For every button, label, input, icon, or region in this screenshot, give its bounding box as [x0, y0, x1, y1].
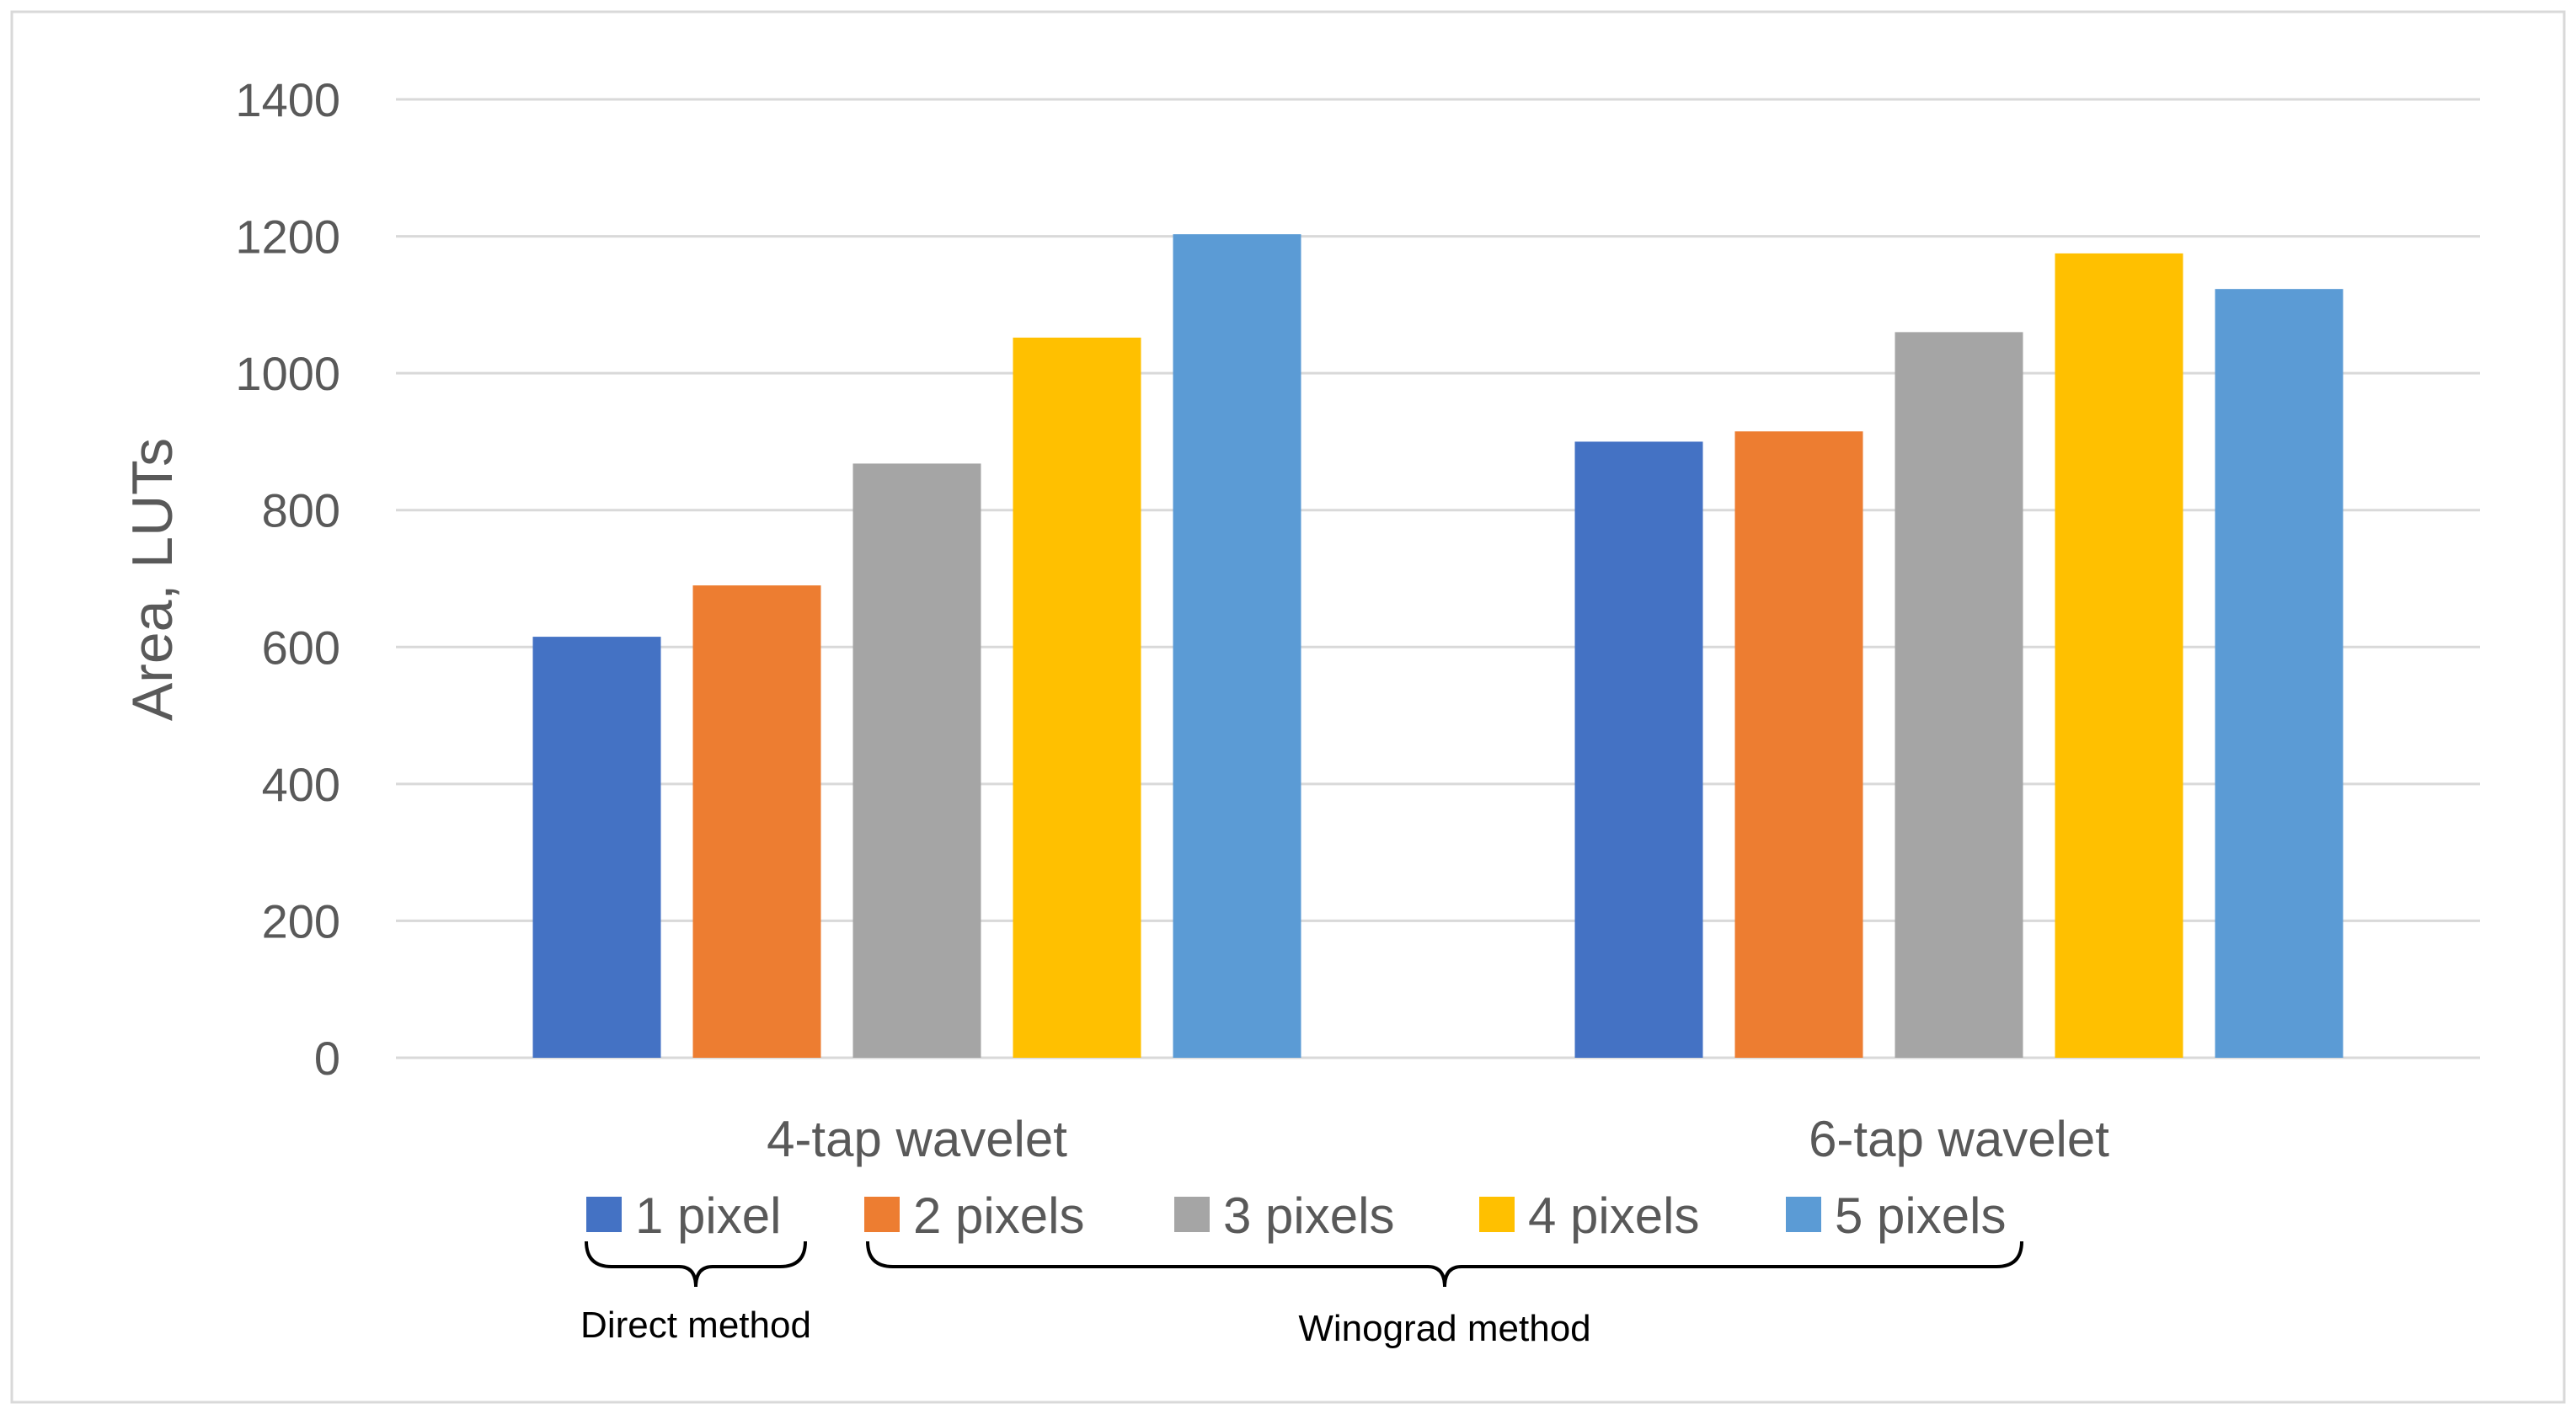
y-tick-label: 400 [262, 758, 340, 811]
bar [1013, 337, 1141, 1059]
x-axis-categories: 4-tap wavelet 6-tap wavelet [767, 1111, 2109, 1167]
y-tick-label: 1400 [235, 73, 340, 126]
bar [1734, 431, 1863, 1058]
bar [2215, 289, 2344, 1058]
bar [692, 585, 821, 1058]
bar [1173, 234, 1301, 1059]
y-tick-label: 600 [262, 621, 340, 674]
legend-swatch [864, 1197, 900, 1232]
legend-label: 4 pixels [1528, 1187, 1699, 1244]
bar [852, 463, 981, 1058]
legend-label: 2 pixels [913, 1187, 1084, 1244]
y-tick-label: 1200 [235, 211, 340, 264]
legend-label: 3 pixels [1223, 1187, 1394, 1244]
y-tick-label: 1000 [235, 347, 340, 400]
y-axis-ticks: 0 200 400 600 800 1000 1200 1400 [235, 73, 340, 1085]
category-label: 6-tap wavelet [1809, 1111, 2109, 1167]
legend: 1 pixel 2 pixels 3 pixels 4 pixels 5 pixels [586, 1187, 2006, 1244]
legend-swatch [586, 1197, 622, 1232]
y-tick-label: 0 [314, 1032, 340, 1085]
legend-label: 5 pixels [1835, 1187, 2006, 1244]
brace [585, 1241, 807, 1288]
bar [1895, 332, 2023, 1058]
y-tick-label: 800 [262, 484, 340, 537]
method-annotations: Direct method Winograd method [580, 1241, 2023, 1349]
y-tick-label: 200 [262, 894, 340, 947]
legend-label: 1 pixel [635, 1187, 781, 1244]
bar [2055, 253, 2183, 1059]
legend-swatch [1174, 1197, 1210, 1232]
bars [532, 234, 2344, 1059]
annotation-label: Direct method [580, 1305, 811, 1346]
y-axis-title: Area, LUTs [120, 438, 184, 721]
bar [532, 637, 661, 1058]
annotation-label: Winograd method [1298, 1308, 1590, 1349]
bar [1574, 441, 1703, 1058]
legend-swatch [1479, 1197, 1515, 1232]
category-label: 4-tap wavelet [767, 1111, 1067, 1167]
brace [866, 1241, 2023, 1288]
legend-swatch [1786, 1197, 1821, 1232]
